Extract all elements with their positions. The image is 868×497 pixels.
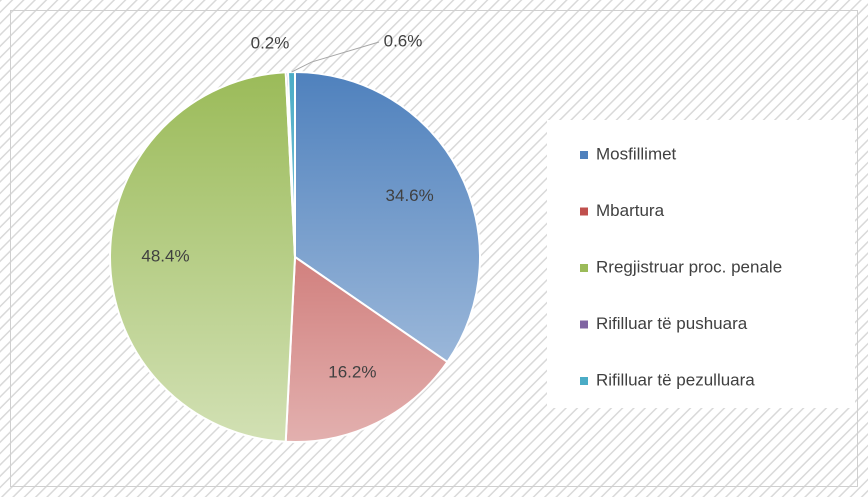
legend-label: Mbartura — [596, 201, 665, 220]
legend-swatch — [580, 151, 588, 159]
legend-swatch — [580, 207, 588, 216]
data-label: 48.4% — [141, 246, 189, 265]
legend-box — [547, 120, 855, 408]
legend-label: Rifilluar të pushuara — [596, 314, 748, 333]
legend-label: Rregjistruar proc. penale — [596, 257, 782, 276]
data-label: 16.2% — [328, 363, 376, 382]
data-label: 34.6% — [386, 186, 434, 205]
legend-swatch — [580, 377, 588, 385]
legend-label: Mosfillimet — [596, 144, 677, 163]
chart-border — [10, 10, 858, 487]
legend-swatch — [580, 264, 588, 272]
leader-line — [291, 41, 380, 73]
legend-swatch — [580, 320, 588, 329]
legend-label: Rifilluar të pezulluara — [596, 370, 755, 389]
data-label: 0.2% — [251, 33, 290, 52]
legend: Mosfillimet Mbartura Rregjistruar proc. pe… — [580, 144, 782, 389]
data-label: 0.6% — [384, 31, 423, 50]
